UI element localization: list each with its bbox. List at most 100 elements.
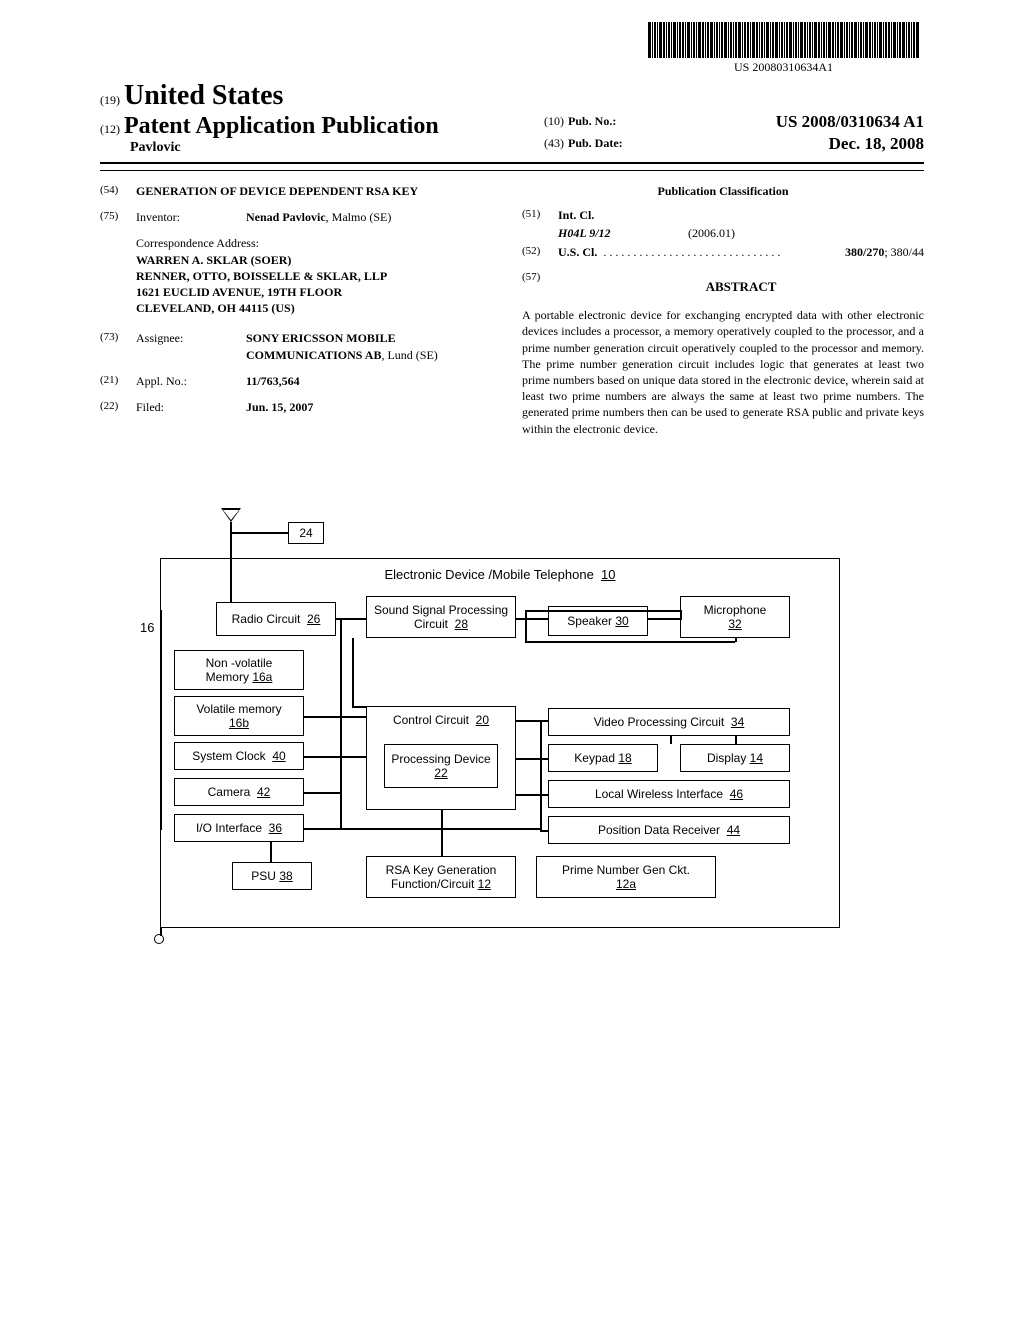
intcl-date: (2006.01) (688, 225, 735, 241)
right-column: Publication Classification (51) Int. Cl.… (522, 183, 924, 437)
connector-line (270, 842, 272, 862)
connector-line (670, 736, 672, 744)
radio-num: 26 (307, 612, 320, 626)
intcl-code: H04L 9/12 (558, 225, 688, 241)
code-10: (10) (544, 114, 564, 128)
connector-line (516, 794, 548, 796)
connector-line (304, 756, 340, 758)
correspondence-line1: WARREN A. SKLAR (SOER) (136, 252, 502, 268)
block-diagram: 24 Electronic Device /Mobile Telephone 1… (130, 510, 850, 950)
uscl-value: 380/270 (845, 245, 884, 259)
clock-box: System Clock 40 (174, 742, 304, 770)
code-43: (43) (544, 136, 564, 150)
rsa-num: 12 (478, 877, 491, 891)
sound-num: 28 (455, 617, 468, 631)
speaker-label: Speaker (567, 614, 612, 628)
video-label: Video Processing Circuit (594, 715, 725, 729)
code-12: (12) (100, 122, 120, 136)
connector-line (648, 618, 680, 620)
io-label: I/O Interface (196, 821, 262, 835)
inventor-location: , Malmo (SE) (326, 210, 392, 224)
connector-line (516, 720, 548, 722)
assignee-location: , Lund (SE) (381, 348, 437, 362)
keypad-label: Keypad (574, 751, 615, 765)
connector-line (525, 610, 680, 612)
vm-label: Volatile memory (196, 702, 281, 716)
connector-line (304, 792, 340, 794)
pub-classification-title: Publication Classification (522, 183, 924, 199)
code-21: (21) (100, 373, 136, 389)
connector-line (441, 810, 443, 856)
connector-line (340, 618, 342, 830)
header: (19) United States (12) Patent Applicati… (100, 80, 924, 156)
mic-num: 32 (728, 617, 741, 631)
device-title-num: 10 (601, 567, 615, 582)
connector-line (304, 828, 540, 830)
video-circuit-box: Video Processing Circuit 34 (548, 708, 790, 736)
speaker-num: 30 (615, 614, 628, 628)
leader-dots: . . . . . . . . . . . . . . . . . . . . … (603, 244, 845, 260)
proc-num: 22 (434, 766, 447, 780)
connector-line (230, 532, 288, 534)
barcode-area: US 20080310634A1 (648, 22, 919, 75)
io-num: 36 (269, 821, 282, 835)
control-num: 20 (476, 713, 489, 727)
antenna-icon (221, 508, 241, 522)
label-24: 24 (288, 522, 324, 544)
sound-circuit-box: Sound Signal Processing Circuit 28 (366, 596, 516, 638)
vm-num: 16b (229, 716, 249, 730)
camera-box: Camera 42 (174, 778, 304, 806)
processing-device-box: Processing Device22 (384, 744, 498, 788)
divider-thick (100, 162, 924, 164)
connector-line (540, 720, 542, 830)
publication-number: US 2008/0310634 A1 (776, 112, 924, 132)
rsa-box: RSA Key Generation Function/Circuit 12 (366, 856, 516, 898)
mic-label: Microphone (704, 603, 767, 617)
connector-line (160, 928, 162, 936)
display-box: Display 14 (680, 744, 790, 772)
code-73: (73) (100, 330, 136, 362)
connector-line (230, 522, 232, 558)
clock-num: 40 (272, 749, 285, 763)
connector-line (340, 716, 366, 718)
bibliographic-columns: (54) GENERATION OF DEVICE DEPENDENT RSA … (100, 183, 924, 437)
uscl-value2: ; 380/44 (884, 245, 924, 259)
display-num: 14 (750, 751, 763, 765)
code-75: (75) (100, 209, 136, 225)
divider-thin (100, 170, 924, 171)
device-title: Electronic Device /Mobile Telephone 10 (165, 567, 835, 582)
abstract-label: ABSTRACT (558, 278, 924, 296)
radio-label: Radio Circuit (232, 612, 301, 626)
connector-line (352, 638, 354, 706)
assignee-label: Assignee: (136, 330, 246, 362)
display-label: Display (707, 751, 746, 765)
connector-line (340, 756, 366, 758)
code-57: (57) (522, 270, 558, 304)
vm-box: Volatile memory16b (174, 696, 304, 736)
psu-label: PSU (251, 869, 276, 883)
code-51: (51) (522, 207, 558, 223)
filed-date: Jun. 15, 2007 (246, 399, 502, 415)
correspondence-line2: RENNER, OTTO, BOISSELLE & SKLAR, LLP (136, 268, 502, 284)
prime-num: 12a (616, 877, 636, 891)
connector-line (735, 736, 737, 744)
nvm-num: 16a (252, 670, 272, 684)
connector-line (735, 638, 737, 642)
left-column: (54) GENERATION OF DEVICE DEPENDENT RSA … (100, 183, 502, 437)
inventor-label: Inventor: (136, 209, 246, 225)
correspondence-label: Correspondence Address: (136, 235, 502, 251)
inventor-name: Nenad Pavlovic (246, 210, 326, 224)
filed-label: Filed: (136, 399, 246, 415)
code-19: (19) (100, 93, 120, 107)
label-24-text: 24 (299, 526, 312, 540)
connector-line (540, 830, 548, 832)
connector-line (680, 610, 682, 620)
pdr-box: Position Data Receiver 44 (548, 816, 790, 844)
nvm-box: Non -volatile Memory 16a (174, 650, 304, 690)
connector-line (352, 706, 366, 708)
keypad-box: Keypad 18 (548, 744, 658, 772)
sound-label: Sound Signal Processing Circuit (374, 603, 508, 631)
barcode-icon (648, 22, 919, 58)
connector-line (160, 610, 162, 830)
pdr-num: 44 (727, 823, 740, 837)
